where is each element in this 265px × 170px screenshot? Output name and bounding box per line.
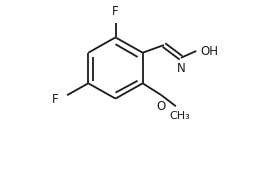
Text: O: O: [157, 100, 166, 113]
Text: CH₃: CH₃: [170, 111, 191, 121]
Text: OH: OH: [200, 45, 218, 57]
Text: F: F: [52, 93, 59, 106]
Text: F: F: [112, 5, 119, 18]
Text: N: N: [176, 62, 185, 75]
